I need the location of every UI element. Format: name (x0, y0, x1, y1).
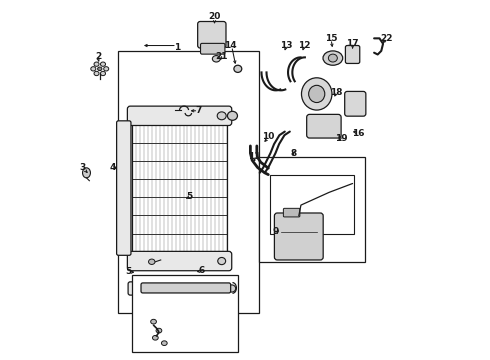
Text: 12: 12 (298, 41, 311, 50)
Bar (132, 125, 227, 252)
Ellipse shape (94, 71, 99, 76)
FancyBboxPatch shape (344, 91, 366, 116)
Text: 7: 7 (195, 105, 201, 114)
Text: 16: 16 (352, 129, 364, 138)
Ellipse shape (234, 65, 242, 72)
Ellipse shape (100, 71, 105, 76)
Text: 9: 9 (272, 228, 279, 237)
Ellipse shape (301, 78, 332, 110)
FancyBboxPatch shape (274, 213, 323, 260)
Text: 15: 15 (325, 34, 337, 43)
Text: 10: 10 (262, 132, 274, 141)
Ellipse shape (94, 62, 99, 66)
Text: 19: 19 (336, 134, 348, 143)
Text: 6: 6 (199, 266, 205, 275)
Ellipse shape (98, 67, 102, 71)
Text: 13: 13 (280, 41, 293, 50)
Text: 5: 5 (186, 192, 193, 201)
Ellipse shape (227, 111, 238, 120)
FancyBboxPatch shape (127, 251, 232, 271)
Bar (132, 275, 238, 352)
Ellipse shape (161, 341, 167, 346)
Bar (270, 175, 354, 234)
Text: 5: 5 (125, 267, 132, 276)
FancyBboxPatch shape (128, 282, 231, 295)
Ellipse shape (152, 336, 158, 340)
FancyBboxPatch shape (200, 43, 225, 54)
Text: 11: 11 (248, 152, 260, 161)
FancyBboxPatch shape (197, 22, 226, 48)
FancyBboxPatch shape (345, 45, 360, 63)
Ellipse shape (82, 168, 91, 178)
Ellipse shape (156, 328, 162, 333)
Text: 17: 17 (346, 39, 359, 48)
Text: 20: 20 (208, 12, 220, 21)
Bar (118, 51, 259, 313)
Text: 1: 1 (174, 43, 180, 52)
Ellipse shape (104, 67, 109, 71)
Ellipse shape (91, 67, 96, 71)
Ellipse shape (217, 112, 226, 120)
Text: 18: 18 (330, 87, 343, 96)
Text: 2: 2 (95, 52, 101, 61)
Ellipse shape (151, 319, 156, 324)
Ellipse shape (323, 51, 343, 65)
Ellipse shape (309, 85, 325, 103)
Text: 21: 21 (216, 52, 228, 61)
Ellipse shape (212, 55, 220, 62)
Text: 22: 22 (380, 34, 393, 43)
Ellipse shape (100, 62, 105, 66)
Ellipse shape (218, 257, 225, 265)
Ellipse shape (228, 285, 236, 292)
FancyBboxPatch shape (127, 106, 232, 126)
Ellipse shape (328, 54, 337, 62)
FancyBboxPatch shape (141, 283, 231, 293)
Ellipse shape (148, 259, 155, 265)
Text: 14: 14 (224, 41, 237, 50)
Text: 8: 8 (290, 149, 296, 158)
Bar (259, 157, 365, 262)
FancyBboxPatch shape (283, 208, 300, 217)
FancyBboxPatch shape (307, 114, 341, 138)
Text: 3: 3 (80, 163, 86, 172)
FancyBboxPatch shape (117, 121, 131, 255)
Text: 4: 4 (109, 163, 116, 172)
